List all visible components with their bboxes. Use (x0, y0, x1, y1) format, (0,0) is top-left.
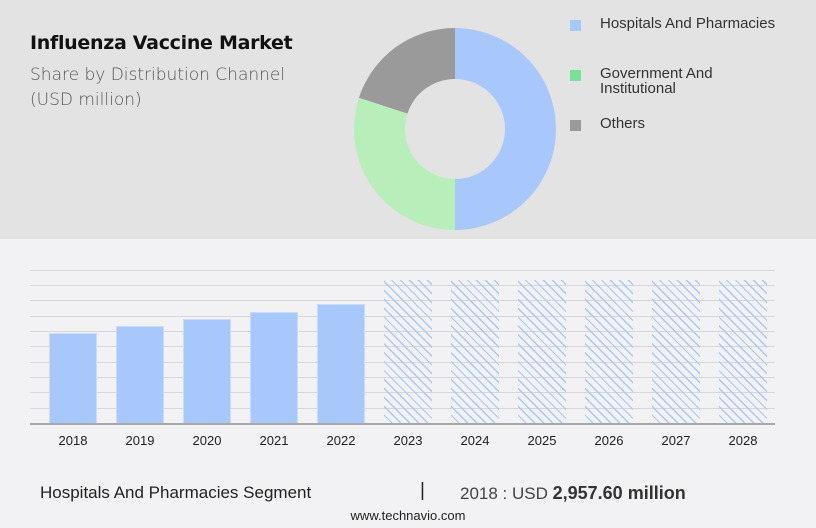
segment-value: 2018 : USD 2,957.60 million (460, 483, 686, 504)
x-tick-label: 2020 (192, 433, 222, 448)
value-amount: 2,957.60 million (552, 483, 686, 503)
legend-label: Hospitals And Pharmacies (600, 15, 776, 32)
x-tick-label: 2019 (125, 433, 155, 448)
bar-2028-forecast (719, 280, 767, 423)
legend-swatch-icon (570, 20, 581, 31)
legend-label: Government And Institutional (600, 65, 713, 97)
x-tick-label: 2022 (326, 433, 356, 448)
donut-chart (353, 27, 556, 230)
header-panel: Influenza Vaccine Market Share by Distri… (0, 0, 816, 239)
grid-line (30, 270, 775, 271)
bar-2018 (49, 333, 97, 423)
chart-title: Influenza Vaccine Market (30, 32, 293, 54)
x-tick-label: 2023 (393, 433, 423, 448)
bar-2023-forecast (384, 280, 432, 423)
bar-2021 (250, 312, 298, 423)
x-tick-label: 2021 (259, 433, 289, 448)
legend-swatch-icon (570, 120, 581, 131)
chart-subtitle: Share by Distribution Channel (USD milli… (30, 63, 330, 113)
bar-2026-forecast (585, 280, 633, 423)
bar-2022 (317, 304, 365, 423)
footer-separator: | (420, 480, 425, 501)
x-tick-label: 2018 (58, 433, 88, 448)
bar-2027-forecast (652, 280, 700, 423)
bar-2024-forecast (451, 280, 499, 423)
x-tick-label: 2028 (728, 433, 758, 448)
source-url: www.technavio.com (350, 508, 466, 523)
x-axis (30, 423, 775, 425)
year-prefix: 2018 : USD (460, 484, 548, 503)
x-tick-label: 2024 (460, 433, 490, 448)
unit-text: (USD million) (30, 90, 142, 110)
subtitle-text: Share by Distribution Channel (30, 65, 286, 85)
x-tick-label: 2026 (594, 433, 624, 448)
donut-slice-hospitals (455, 28, 556, 230)
x-tick-label: 2027 (661, 433, 691, 448)
x-tick-label: 2025 (527, 433, 557, 448)
donut-slice-others (358, 27, 455, 114)
bar-2019 (116, 326, 164, 423)
donut-slice-government (353, 97, 455, 230)
legend-swatch-icon (570, 70, 581, 81)
bar-2025-forecast (518, 280, 566, 423)
segment-label: Hospitals And Pharmacies Segment (40, 483, 312, 502)
legend-label: Others (600, 115, 646, 132)
bar-2020 (183, 319, 231, 423)
